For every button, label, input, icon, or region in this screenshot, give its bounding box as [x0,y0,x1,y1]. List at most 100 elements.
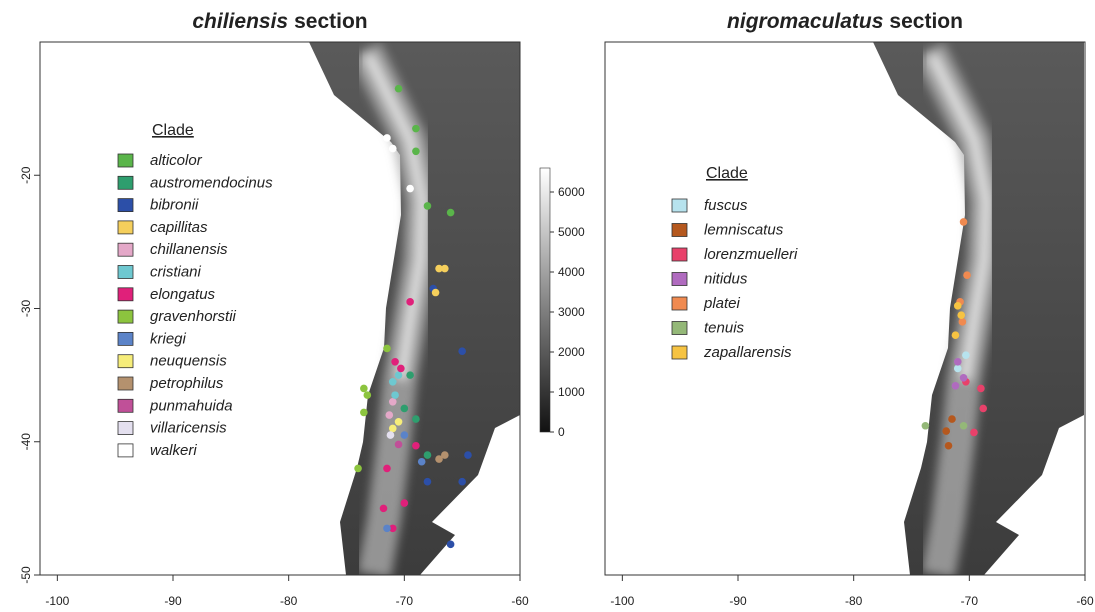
legend-swatch [672,322,687,335]
locality-point [970,429,978,437]
locality-point [441,451,449,459]
locality-point [959,318,967,326]
locality-point [360,409,368,417]
locality-point [395,85,403,93]
y-tick-label: -20 [19,166,33,184]
legend-swatch [672,224,687,237]
locality-point [383,134,391,142]
locality-point [401,431,409,439]
title-part: chiliensis [192,10,288,33]
locality-point [412,442,420,450]
colorbar-tick-label: 5000 [558,225,585,239]
chart-title: nigromaculatus section [727,10,963,33]
locality-point [364,391,372,399]
locality-point [406,298,414,306]
locality-point [380,505,388,513]
legend-label: zapallarensis [703,344,792,361]
legend-label: kriegi [150,330,187,347]
locality-point [391,358,399,366]
locality-point [447,541,455,549]
locality-point [954,302,962,310]
title-part: nigromaculatus [727,10,883,33]
locality-point [960,218,968,226]
map-land [873,42,1084,575]
title-part: section [294,10,368,33]
legend-swatch [118,377,133,390]
map-land [309,42,520,575]
legend-swatch [118,310,133,323]
locality-point [952,331,960,339]
locality-point [954,358,962,366]
legend-swatch [118,266,133,279]
legend-label: bibronii [150,197,199,214]
legend-swatch [118,444,133,457]
colorbar-tick-label: 3000 [558,305,585,319]
locality-point [412,147,420,155]
locality-point [945,442,953,450]
locality-point [406,371,414,379]
legend-label: fuscus [704,197,748,214]
legend-label: punmahuida [149,397,233,414]
locality-point [464,451,472,459]
figure: chiliensis section -100 -90 -80 -70 -60 -50 -40 -… [0,0,1095,612]
locality-point [418,458,426,466]
locality-point [441,265,449,273]
locality-point [391,391,399,399]
locality-point [389,145,397,153]
legend-label: alticolor [150,152,203,169]
colorbar-tick-label: 2000 [558,345,585,359]
locality-point [383,345,391,353]
locality-point [447,209,455,217]
legend-swatch [672,273,687,286]
locality-point [387,431,395,439]
locality-point [397,365,405,373]
y-tick-label: -50 [19,566,33,584]
x-tick-label: -100 [45,594,69,608]
x-tick-label: -60 [1076,594,1094,608]
locality-point [424,451,432,459]
x-tick-label: -80 [845,594,863,608]
legend-swatch [118,288,133,301]
locality-point [383,465,391,473]
legend-label: petrophilus [149,375,224,392]
legend-label: austromendocinus [150,174,273,191]
x-tick-label: -90 [164,594,182,608]
legend-swatch [118,332,133,345]
locality-point [395,371,403,379]
locality-point [395,418,403,426]
locality-point [401,405,409,413]
x-tick-label: -70 [961,594,979,608]
locality-point [383,525,391,533]
colorbar-tick-label: 4000 [558,265,585,279]
legend-label: tenuis [704,320,745,337]
locality-point [960,374,968,382]
legend-swatch [118,399,133,412]
locality-point [948,415,956,423]
colorbar-tick-label: 6000 [558,185,585,199]
locality-point [424,202,432,210]
colorbar-tick-label: 0 [558,425,565,439]
title-part: section [889,10,963,33]
legend-label: elongatus [150,286,216,303]
y-tick-label: -40 [19,433,33,451]
locality-point [942,427,950,435]
legend-swatch [672,346,687,359]
locality-point [412,415,420,423]
legend-swatch [118,355,133,368]
legend-swatch [118,176,133,189]
legend-label: capillitas [150,219,208,236]
legend-label: walkeri [150,442,197,459]
legend-label: lemniscatus [704,222,784,239]
legend-label: chillanensis [150,241,228,258]
locality-point [979,405,987,413]
locality-point [360,385,368,393]
legend-title: Clade [152,122,194,139]
legend-label: platei [703,295,741,312]
legend-swatch [118,154,133,167]
x-tick-label: -90 [729,594,747,608]
legend-label: cristiani [150,264,202,281]
y-tick-label: -30 [19,300,33,318]
locality-point [424,478,432,486]
locality-point [962,351,970,359]
legend-swatch [118,199,133,212]
